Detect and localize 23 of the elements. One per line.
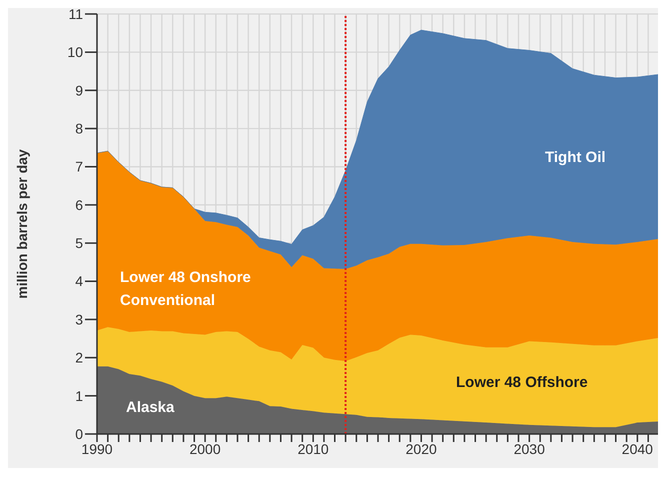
y-tick-label: 10	[67, 44, 84, 60]
y-tick-label: 6	[75, 196, 84, 213]
y-tick-label: 2	[75, 350, 84, 366]
y-tick-label: 3	[75, 311, 84, 328]
series-label: Tight Oil	[545, 148, 607, 168]
y-tick-label: 0	[75, 426, 84, 442]
y-tick-label: 9	[75, 82, 84, 98]
x-tick-label: 1990	[81, 440, 113, 457]
series-label: Alaska	[126, 398, 176, 418]
series-label: Lower 48 Offshore	[456, 373, 589, 393]
y-tick-label: 1	[75, 388, 84, 404]
x-tick-label: 2010	[298, 440, 329, 457]
y-axis-title: million barrels per day	[14, 149, 30, 299]
y-tick-label: 11	[68, 6, 84, 22]
x-tick-label: 2040	[622, 440, 654, 457]
y-tick-label: 7	[75, 158, 84, 175]
x-tick-label: 2000	[190, 440, 221, 457]
y-tick-label: 4	[75, 273, 84, 290]
x-tick-label: 2020	[406, 440, 438, 457]
y-tick-label: 5	[75, 235, 84, 252]
y-tick-label: 8	[75, 120, 84, 137]
x-tick-label: 2030	[514, 440, 546, 457]
series-label: Lower 48 Onshore Conventional	[120, 268, 252, 311]
